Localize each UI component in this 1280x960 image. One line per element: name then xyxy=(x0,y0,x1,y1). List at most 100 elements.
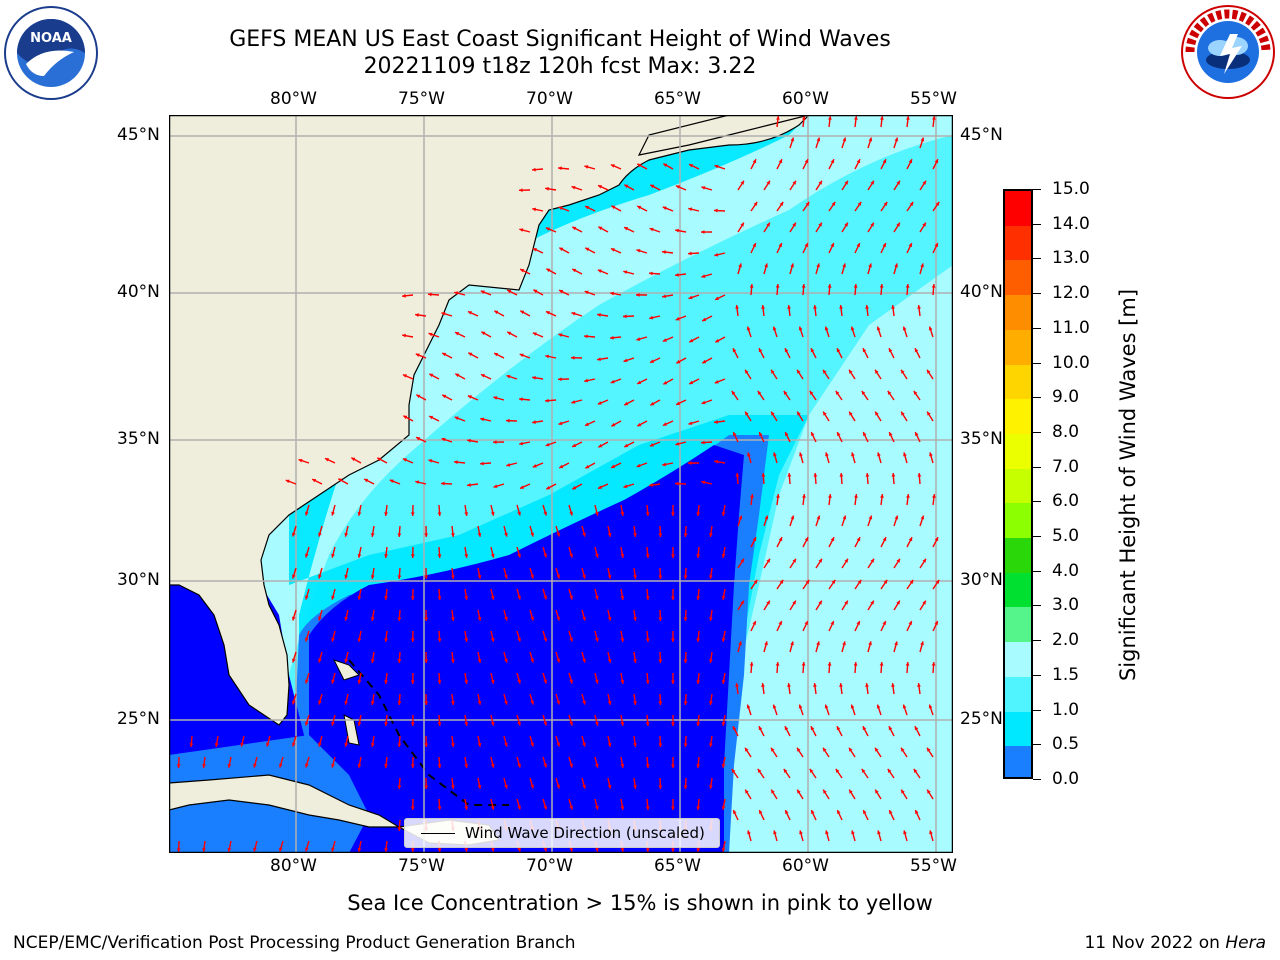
wave-arrow xyxy=(709,525,713,537)
wave-arrow xyxy=(597,399,609,405)
colorbar-tick-label: 5.0 xyxy=(1052,526,1080,547)
wave-arrow xyxy=(737,641,742,653)
wave-arrow xyxy=(623,270,635,275)
wave-arrow xyxy=(796,411,804,422)
wave-arrow xyxy=(424,567,429,580)
wave-arrow xyxy=(810,809,817,821)
wave-arrow xyxy=(763,222,771,233)
wave-arrow xyxy=(683,525,688,538)
wave-arrow xyxy=(645,588,650,601)
lat-tick-right: 30°N xyxy=(960,570,1003,590)
wave-arrow xyxy=(867,515,873,527)
wave-arrow xyxy=(620,588,625,600)
wave-arrow xyxy=(770,369,778,380)
wave-arrow xyxy=(789,515,795,527)
wave-arrow xyxy=(919,222,927,233)
wave-arrow xyxy=(789,558,797,569)
wave-arrow xyxy=(622,314,635,319)
wave-arrow xyxy=(620,672,625,684)
wave-arrow xyxy=(802,201,810,212)
wave-arrow xyxy=(929,452,934,464)
wave-arrow xyxy=(841,515,847,527)
colorbar-tick-label: 14.0 xyxy=(1052,213,1090,234)
wave-arrow xyxy=(810,725,817,737)
chart-title: GEFS MEAN US East Coast Significant Heig… xyxy=(229,27,891,52)
wave-arrow xyxy=(519,268,531,275)
wave-arrow xyxy=(503,693,508,705)
wave-arrow xyxy=(506,462,518,467)
wave-arrow xyxy=(914,809,921,821)
wave-arrow xyxy=(558,247,570,254)
wave-arrow xyxy=(542,672,548,684)
wave-arrow xyxy=(402,457,414,464)
wave-arrow xyxy=(519,441,531,446)
wave-arrow xyxy=(318,735,323,747)
wave-arrow xyxy=(880,620,887,632)
wave-arrow xyxy=(450,651,455,664)
wave-arrow xyxy=(450,735,455,748)
wave-arrow xyxy=(464,504,469,516)
wave-arrow xyxy=(555,651,561,663)
colorbar-tick-mark xyxy=(1033,536,1041,538)
wave-arrow xyxy=(477,567,482,579)
wave-arrow xyxy=(240,735,245,747)
wave-arrow xyxy=(370,693,375,705)
wave-arrow xyxy=(490,798,495,810)
wave-arrow xyxy=(529,525,535,537)
wave-arrow xyxy=(861,768,869,779)
wave-arrow xyxy=(384,840,388,853)
wave-arrow xyxy=(675,399,687,406)
wave-arrow xyxy=(490,546,495,558)
wave-arrow xyxy=(518,188,531,193)
wave-arrow xyxy=(789,137,795,149)
wave-arrow xyxy=(493,352,505,359)
wave-arrow xyxy=(732,347,739,359)
wave-arrow xyxy=(585,462,596,469)
wave-arrow xyxy=(357,630,362,642)
wave-arrow xyxy=(384,630,388,643)
wave-arrow xyxy=(568,546,573,558)
wave-arrow xyxy=(815,263,820,275)
wave-arrow xyxy=(481,331,492,338)
wave-arrow xyxy=(876,326,882,338)
wave-arrow xyxy=(427,292,440,297)
wave-arrow xyxy=(906,620,913,632)
lon-tick-bottom: 70°W xyxy=(526,856,573,876)
wave-arrow xyxy=(529,735,535,747)
wave-arrow xyxy=(454,373,466,380)
wave-arrow xyxy=(822,369,830,380)
land-cuba xyxy=(169,774,402,828)
wave-arrow xyxy=(633,525,637,537)
wave-arrow xyxy=(876,704,882,716)
wave-arrow xyxy=(841,600,849,611)
wave-arrow xyxy=(227,840,232,852)
wave-arrow xyxy=(479,461,492,466)
wave-arrow xyxy=(919,263,924,275)
wave-arrow xyxy=(477,735,482,747)
wave-direction-dashline xyxy=(348,659,509,806)
wave-arrow xyxy=(545,310,557,317)
colorbar-segment xyxy=(1005,746,1031,777)
wave-arrow xyxy=(761,472,766,485)
wave-arrow xyxy=(839,304,843,317)
wave-arrow xyxy=(880,242,887,254)
wave-arrow xyxy=(376,457,388,464)
wave-arrow xyxy=(649,483,661,487)
wave-arrow xyxy=(906,242,913,254)
wave-arrow xyxy=(516,714,521,726)
wave-arrow xyxy=(772,326,778,338)
wave-arrow xyxy=(428,415,440,422)
wave-arrow xyxy=(571,311,583,317)
wave-arrow xyxy=(450,525,455,538)
wave-arrow xyxy=(492,440,505,445)
wave-arrow xyxy=(903,452,908,464)
wave-arrow xyxy=(415,480,427,485)
wave-arrow xyxy=(671,672,675,685)
wave-arrow xyxy=(880,494,884,506)
wave-arrow xyxy=(532,375,544,380)
wave-arrow xyxy=(662,462,674,467)
wave-arrow xyxy=(750,494,754,506)
wave-arrow xyxy=(828,242,835,254)
wave-arrow xyxy=(932,494,936,506)
wave-arrow xyxy=(545,441,557,447)
